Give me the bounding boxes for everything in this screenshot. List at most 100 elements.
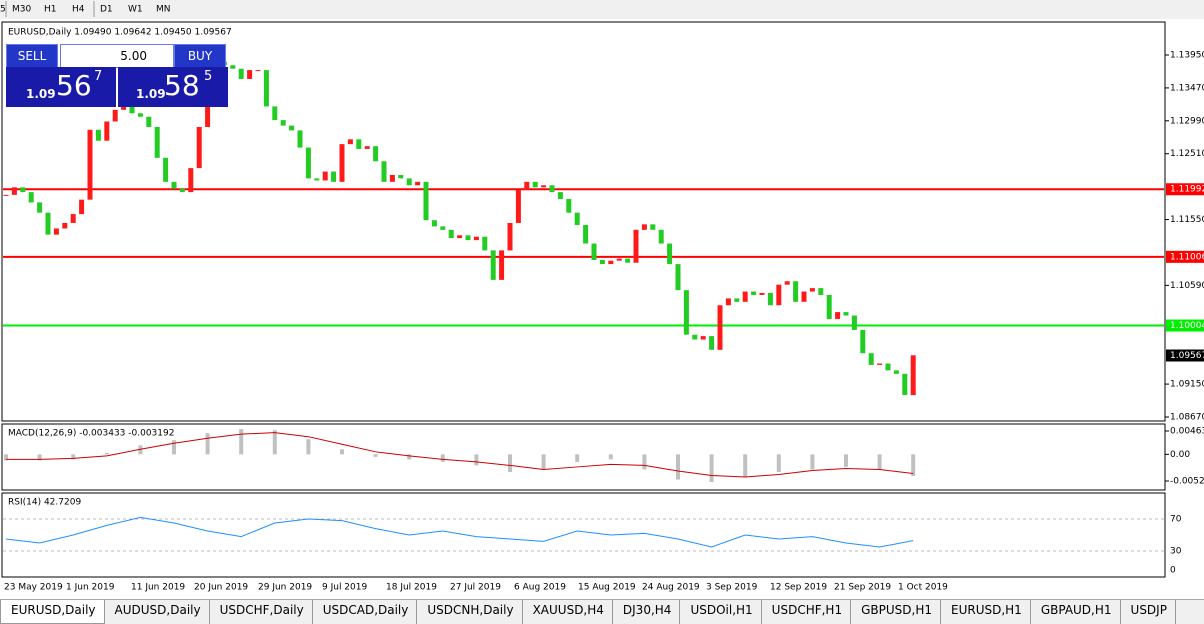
chart-tab[interactable]: EURUSD,H1 <box>941 600 1031 624</box>
candle <box>289 125 295 131</box>
candle <box>247 70 253 79</box>
macd-bar <box>205 433 210 455</box>
candle <box>230 65 236 69</box>
candle <box>818 288 824 295</box>
candle <box>28 192 34 203</box>
candle <box>11 187 17 195</box>
candle <box>692 334 698 340</box>
candle <box>793 281 799 302</box>
chart-tab[interactable]: DJ30,H4 <box>613 600 681 624</box>
lot-value: 5.00 <box>120 49 147 63</box>
candle <box>356 139 362 149</box>
candle <box>541 185 547 188</box>
date-label: 20 Jun 2019 <box>194 583 248 593</box>
macd-bar <box>642 454 647 470</box>
chart-tab[interactable]: USDCAD,Daily <box>313 600 418 624</box>
candle <box>751 291 757 295</box>
macd-bar <box>810 454 815 470</box>
date-label: 11 Jun 2019 <box>131 583 185 593</box>
candle <box>331 171 337 182</box>
macd-tick-label: -0.00529 <box>1170 477 1204 487</box>
candle <box>826 294 832 319</box>
level-label: 1.11006 <box>1170 252 1204 262</box>
candle <box>457 235 463 239</box>
timeframe-button: D1 <box>100 5 113 15</box>
candle <box>482 236 488 251</box>
candle <box>860 329 866 354</box>
candle <box>658 229 664 244</box>
timeframe-button: H4 <box>72 5 85 15</box>
price-tick-label: 1.12510 <box>1170 149 1204 159</box>
macd-bar <box>373 454 378 457</box>
sell-button[interactable]: SELL <box>6 44 58 68</box>
candle <box>171 181 177 189</box>
price-tick-label: 1.12990 <box>1170 116 1204 126</box>
candle <box>70 214 76 223</box>
candle <box>373 146 379 162</box>
macd-signal <box>6 432 914 478</box>
chart-tab[interactable]: USDJP <box>1121 600 1176 624</box>
chart-tab[interactable]: GBPAUD,H1 <box>1031 600 1121 624</box>
candle <box>877 363 883 365</box>
chart-tab[interactable]: XAUUSD,H4 <box>523 600 613 624</box>
candle <box>851 315 857 330</box>
candle <box>415 181 421 186</box>
candle <box>121 106 127 110</box>
macd-bar <box>340 449 344 455</box>
candle <box>146 116 152 127</box>
macd-bar <box>440 454 445 462</box>
candle <box>347 139 353 145</box>
price-tick-label: 1.08670 <box>1170 413 1204 423</box>
candle <box>45 212 51 235</box>
buy-button[interactable]: BUY <box>174 44 226 68</box>
buy-big: 1.09 <box>136 87 166 101</box>
date-label: 15 Aug 2019 <box>578 583 636 593</box>
date-label: 23 May 2019 <box>4 583 63 593</box>
chart-tab[interactable]: GBPUSD,H1 <box>851 600 941 624</box>
date-label: 1 Oct 2019 <box>898 583 948 593</box>
sell-price[interactable]: 1.09 56 7 <box>6 67 116 107</box>
chart-tab[interactable]: USDCHF,H1 <box>762 600 852 624</box>
macd-tick-label: 0.00463 <box>1170 427 1204 437</box>
macd-tick-label: 0.00 <box>1170 450 1190 460</box>
candle <box>717 305 723 350</box>
candle <box>389 174 395 182</box>
candle <box>709 336 715 350</box>
candle <box>20 187 26 193</box>
candle <box>62 222 68 229</box>
buy-price[interactable]: 1.09 58 5 <box>118 67 228 107</box>
candle <box>868 353 874 365</box>
candle <box>179 188 185 193</box>
sell-frac: 7 <box>94 69 103 84</box>
chart-tab[interactable]: USDCNH,Daily <box>417 600 523 624</box>
candle <box>499 250 505 280</box>
date-label: 9 Jul 2019 <box>322 583 367 593</box>
chart-tab[interactable]: USDCHF,Daily <box>210 600 313 624</box>
chart-tab[interactable]: USDOil,H1 <box>680 600 762 624</box>
candle <box>599 259 605 265</box>
date-label: 29 Jun 2019 <box>258 583 312 593</box>
candle <box>742 291 748 302</box>
candle <box>364 146 370 149</box>
candle <box>910 355 916 396</box>
chart-tab[interactable]: EURUSD,Daily <box>0 600 105 624</box>
candle <box>465 235 471 241</box>
timeframe-button: 5 <box>0 5 6 15</box>
level-tag <box>1166 319 1204 332</box>
candle <box>767 292 773 306</box>
macd-bar <box>104 452 109 455</box>
sell-pips: 56 <box>56 69 92 102</box>
rsi-tick-label: 30 <box>1170 547 1182 557</box>
candle <box>759 292 765 295</box>
candle <box>440 226 446 230</box>
date-label: 27 Jul 2019 <box>450 583 501 593</box>
candle <box>507 222 513 251</box>
candle <box>297 130 303 148</box>
macd-bar <box>911 454 916 477</box>
candle <box>381 161 387 182</box>
date-label: 6 Aug 2019 <box>514 583 566 593</box>
lot-input[interactable]: 5.00 <box>60 44 174 68</box>
candle <box>129 106 135 114</box>
candle <box>557 192 563 199</box>
chart-tab[interactable]: AUDUSD,Daily <box>105 600 210 624</box>
